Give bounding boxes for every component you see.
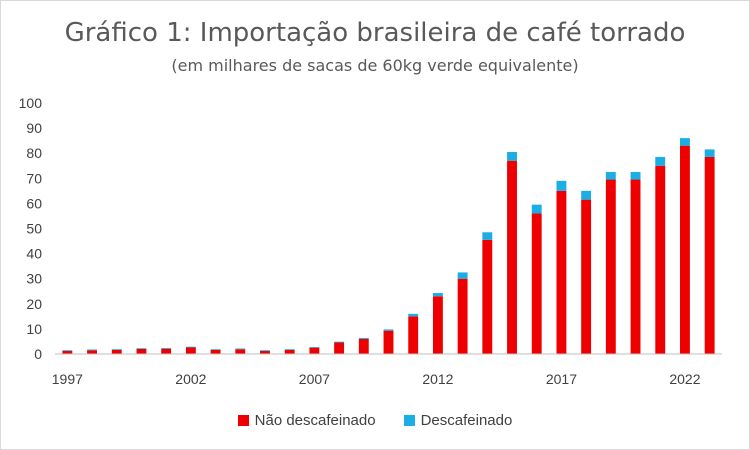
bar-descafeinado bbox=[334, 341, 345, 343]
bar-nao-descafeinado bbox=[507, 160, 517, 354]
bar-nao-descafeinado bbox=[334, 342, 345, 354]
y-tick-label: 20 bbox=[26, 296, 42, 312]
bar-descafeinado bbox=[630, 172, 641, 180]
x-tick-label: 2017 bbox=[546, 371, 577, 387]
bar-descafeinado bbox=[161, 347, 172, 349]
bar-nao-descafeinado bbox=[87, 350, 97, 354]
y-tick-label: 60 bbox=[26, 195, 42, 211]
bar-descafeinado bbox=[704, 149, 715, 157]
bar-nao-descafeinado bbox=[136, 348, 147, 354]
bar-descafeinado bbox=[383, 329, 394, 331]
bar-descafeinado bbox=[87, 349, 97, 351]
y-tick-label: 90 bbox=[26, 120, 42, 136]
x-tick-label: 1997 bbox=[52, 371, 83, 387]
bar-descafeinado bbox=[680, 138, 690, 146]
bar-descafeinado bbox=[185, 346, 196, 348]
legend-label-descafeinado: Descafeinado bbox=[420, 412, 513, 429]
bar-nao-descafeinado bbox=[556, 190, 567, 354]
bar-nao-descafeinado bbox=[235, 349, 246, 354]
bar-nao-descafeinado bbox=[284, 349, 295, 354]
bar-nao-descafeinado bbox=[630, 179, 641, 354]
bar-nao-descafeinado bbox=[383, 330, 394, 354]
bar-descafeinado bbox=[62, 350, 73, 351]
chart-title: Gráfico 1: Importação brasileira de café… bbox=[64, 18, 686, 48]
bar-descafeinado bbox=[136, 348, 147, 349]
y-tick-label: 10 bbox=[26, 321, 42, 337]
bar-descafeinado bbox=[358, 337, 369, 339]
bar-descafeinado bbox=[581, 190, 592, 200]
bar-nao-descafeinado bbox=[655, 165, 666, 354]
bar-nao-descafeinado bbox=[408, 316, 419, 354]
bar-descafeinado bbox=[432, 293, 443, 297]
bar-series bbox=[62, 138, 715, 354]
bar-nao-descafeinado bbox=[161, 348, 172, 354]
bar-nao-descafeinado bbox=[531, 213, 542, 354]
bar-nao-descafeinado bbox=[62, 350, 73, 354]
x-tick-label: 2002 bbox=[175, 371, 206, 387]
y-tick-label: 100 bbox=[19, 95, 43, 111]
bar-descafeinado bbox=[260, 350, 270, 351]
y-tick-label: 70 bbox=[26, 170, 42, 186]
bar-nao-descafeinado bbox=[309, 347, 320, 354]
bar-nao-descafeinado bbox=[260, 350, 270, 354]
bar-descafeinado bbox=[309, 346, 320, 348]
bar-nao-descafeinado bbox=[432, 296, 443, 354]
x-tick-label: 2007 bbox=[299, 371, 330, 387]
bar-descafeinado bbox=[655, 156, 666, 166]
bar-descafeinado bbox=[111, 349, 122, 350]
bar-descafeinado bbox=[235, 348, 246, 350]
bar-descafeinado bbox=[482, 232, 493, 240]
bar-nao-descafeinado bbox=[581, 199, 592, 354]
bar-descafeinado bbox=[507, 151, 517, 161]
x-axis-ticks: 1997 2002 2007 2012 2017 2022 bbox=[52, 371, 701, 387]
bar-nao-descafeinado bbox=[210, 349, 221, 354]
y-tick-label: 30 bbox=[26, 271, 42, 287]
bar-descafeinado bbox=[531, 204, 542, 214]
bar-nao-descafeinado bbox=[358, 338, 369, 354]
bar-nao-descafeinado bbox=[482, 239, 493, 354]
legend-swatch-descafeinado bbox=[403, 415, 415, 426]
bar-descafeinado bbox=[210, 349, 221, 350]
bar-descafeinado bbox=[284, 349, 295, 350]
bar-descafeinado bbox=[457, 272, 468, 279]
legend-item-descafeinado: Descafeinado bbox=[403, 412, 513, 429]
bar-descafeinado bbox=[556, 180, 567, 191]
x-tick-label: 2012 bbox=[422, 371, 453, 387]
y-tick-label: 40 bbox=[26, 246, 42, 262]
legend-label-nao-descafeinado: Não descafeinado bbox=[254, 412, 376, 429]
bar-descafeinado bbox=[605, 172, 616, 180]
bar-nao-descafeinado bbox=[605, 179, 616, 354]
bar-nao-descafeinado bbox=[457, 278, 468, 354]
bar-descafeinado bbox=[408, 313, 419, 317]
legend-item-nao-descafeinado: Não descafeinado bbox=[237, 412, 376, 429]
chart-legend: Não descafeinado Descafeinado bbox=[0, 412, 750, 429]
chart-subtitle: (em milhares de sacas de 60kg verde equi… bbox=[171, 56, 579, 75]
bar-nao-descafeinado bbox=[704, 156, 715, 354]
y-tick-label: 80 bbox=[26, 145, 42, 161]
bar-nao-descafeinado bbox=[185, 347, 196, 354]
y-tick-label: 50 bbox=[26, 221, 42, 237]
y-axis-ticks: 0 10 20 30 40 50 60 70 80 90 100 bbox=[19, 95, 43, 362]
x-tick-label: 2022 bbox=[669, 371, 700, 387]
legend-swatch-nao-descafeinado bbox=[237, 415, 249, 426]
bar-nao-descafeinado bbox=[111, 349, 122, 354]
bar-nao-descafeinado bbox=[680, 145, 690, 354]
y-tick-label: 0 bbox=[34, 346, 42, 362]
